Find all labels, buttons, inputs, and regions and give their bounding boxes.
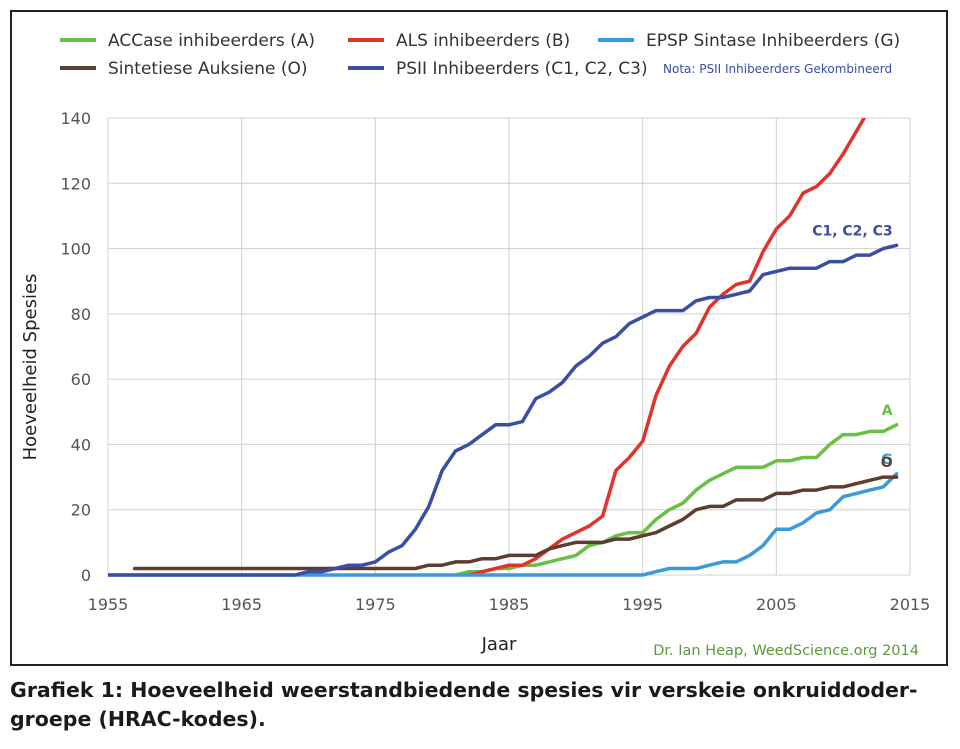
end-labels: A GO C1, C2, C3 [812, 223, 893, 471]
y-tick-label: 40 [71, 435, 91, 454]
end-label-accase-inhibeerders-a: A [882, 403, 893, 419]
series-line-accase-inhibeerders-a [453, 423, 899, 577]
x-tick-label: 2005 [756, 595, 797, 614]
y-tick-label: 20 [71, 501, 91, 520]
series-line-psii-inhibeerders-c1-c2-c3 [108, 243, 899, 577]
axes: 1955 1965 1975 1985 1995 2005 2015 0 20 40 60 80 100… [60, 109, 930, 614]
end-label-sintetiese-auksiene-o: O [881, 455, 893, 471]
series-line-sintetiese-auksiene-o [132, 475, 899, 571]
y-tick-label: 0 [81, 566, 91, 585]
legend-label-als-inhibeerders-b: ALS inhibeerders (B) [396, 31, 570, 51]
x-tick-label: 1955 [88, 595, 129, 614]
y-tick-label: 140 [60, 109, 91, 128]
legend: ACCase inhibeerders (A) ALS inhibeerders … [60, 31, 900, 79]
y-axis-title: Hoeveelheid Spesies [20, 274, 41, 461]
x-tick-label: 1985 [489, 595, 530, 614]
end-label-epsp-sintase-inhibeerders-g: G [881, 452, 893, 468]
chart-frame: 1955 1965 1975 1985 1995 2005 2015 0 20 40 60 80 100… [10, 10, 948, 666]
figure-caption: Grafiek 1: Hoeveelheid weerstandbiedende… [10, 678, 918, 731]
y-tick-label: 100 [60, 240, 91, 259]
line-chart: 1955 1965 1975 1985 1995 2005 2015 0 20 40 60 80 100… [20, 31, 930, 659]
y-tick-label: 60 [71, 370, 91, 389]
legend-label-psii-inhibeerders-c1-c2-c3: PSII Inhibeerders (C1, C2, C3) [396, 59, 648, 79]
x-tick-label: 1995 [622, 595, 663, 614]
x-tick-label: 1975 [355, 595, 396, 614]
end-label-psii-inhibeerders-c1-c2-c3: C1, C2, C3 [812, 223, 892, 239]
y-tick-label: 80 [71, 305, 91, 324]
series-lines [108, 118, 899, 577]
grid [107, 117, 911, 576]
x-axis-title: Jaar [481, 634, 517, 655]
credit-text: Dr. Ian Heap, WeedScience.org 2014 [653, 643, 919, 659]
y-tick-label: 120 [60, 174, 91, 193]
legend-note: Nota: PSII Inhibeerders Gekombineerd [663, 62, 892, 76]
legend-label-sintetiese-auksiene-o: Sintetiese Auksiene (O) [108, 59, 308, 79]
x-tick-label: 1965 [221, 595, 262, 614]
series-line-als-inhibeerders-b [467, 118, 867, 577]
series-line-epsp-sintase-inhibeerders-g [108, 472, 899, 577]
legend-label-accase-inhibeerders-a: ACCase inhibeerders (A) [108, 31, 315, 51]
x-tick-label: 2015 [890, 595, 931, 614]
legend-label-epsp-sintase-inhibeerders-g: EPSP Sintase Inhibeerders (G) [646, 31, 900, 51]
